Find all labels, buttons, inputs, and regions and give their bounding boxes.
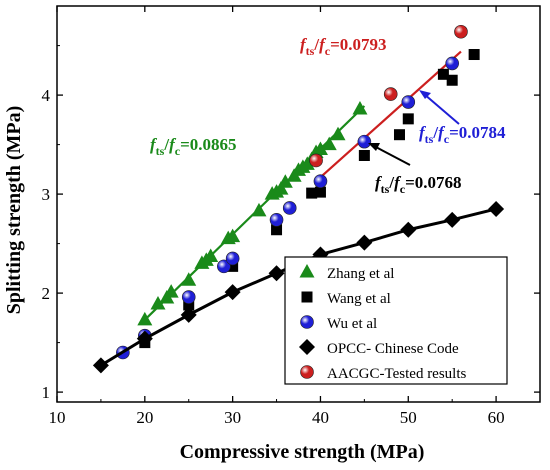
point-opcc-chinese-code-8 (444, 211, 461, 228)
y-axis-title: Splitting strength (MPa) (3, 106, 25, 315)
point-opcc-chinese-code-6 (356, 234, 373, 251)
legend-symbols (299, 264, 315, 379)
legend: Zhang et al Wang et al Wu et al OPCC- Ch… (284, 256, 508, 385)
point-wu-et-al-10 (445, 56, 459, 71)
point-opcc-chinese-code-7 (400, 221, 417, 238)
point-wu-et-al-2 (181, 290, 196, 304)
point-opcc-chinese-code-2 (180, 306, 197, 323)
point-wang-et-al-1 (183, 299, 195, 311)
point-wang-et-al-2 (227, 260, 239, 272)
y-tick-label-0: 1 (42, 383, 51, 402)
point-wang-et-al-9 (437, 68, 449, 80)
point-zhang-et-al-13 (273, 181, 289, 195)
legend-label-wu: Wu et al (327, 316, 377, 332)
point-wu-et-al-4 (225, 251, 240, 266)
point-wu-et-al-8 (357, 134, 372, 149)
point-wang-et-al-4 (306, 187, 318, 199)
fit-line-1 (315, 50, 462, 183)
x-tick-label-1: 20 (136, 408, 153, 427)
annotation-black-arrow (368, 143, 411, 166)
annotation-blue-arrow (419, 90, 460, 125)
point-zhang-et-al-1 (150, 295, 166, 310)
legend-label-wang: Wang et al (327, 291, 391, 307)
plot-frame (56, 5, 541, 403)
point-aacgc-tested-results-1 (383, 87, 398, 101)
point-wang-et-al-8 (402, 113, 414, 125)
point-opcc-chinese-code-3 (224, 284, 241, 301)
annotation-green-ratio: fts/fc=0.0865 (150, 135, 237, 158)
point-zhang-et-al-9 (225, 228, 241, 243)
point-opcc-chinese-code-4 (268, 265, 285, 282)
point-opcc-chinese-code-1 (136, 330, 153, 347)
legend-label-zhang: Zhang et al (327, 266, 394, 282)
x-tick-label-2: 30 (224, 408, 241, 427)
annotation-black-ratio: fts/fc=0.0768 (375, 173, 462, 196)
point-wu-et-al-3 (217, 259, 231, 274)
point-wang-et-al-7 (393, 129, 405, 141)
point-zhang-et-al-3 (163, 284, 179, 298)
x-tick-label-5: 60 (488, 408, 505, 427)
point-wang-et-al-3 (271, 224, 283, 236)
y-tick-label-3: 4 (42, 86, 51, 105)
legend-symbol-opcc-chinese-code (299, 339, 315, 355)
legend-symbol-wu-et-al (300, 315, 314, 329)
point-zhang-et-al-4 (181, 272, 197, 286)
annotation-red-ratio: fts/fc=0.0793 (300, 35, 387, 58)
legend-label-opcc: OPCC- Chinese Code (327, 341, 459, 357)
point-zhang-et-al-23 (330, 126, 346, 141)
point-wang-et-al-11 (468, 49, 480, 61)
point-wu-et-al-7 (313, 174, 328, 189)
point-zhang-et-al-24 (352, 100, 368, 115)
point-zhang-et-al-7 (203, 248, 219, 262)
legend-box (284, 256, 508, 385)
point-zhang-et-al-21 (312, 141, 328, 156)
legend-symbol-zhang-et-al (299, 264, 315, 278)
point-wu-et-al-9 (401, 95, 416, 109)
point-zhang-et-al-14 (277, 174, 293, 188)
legend-label-aacgc: AACGC-Tested results (327, 366, 467, 382)
x-tick-label-0: 10 (49, 408, 66, 427)
point-opcc-chinese-code-0 (92, 357, 109, 374)
x-tick-label-4: 50 (400, 408, 417, 427)
legend-symbol-aacgc-tested-results (300, 365, 314, 379)
point-zhang-et-al-10 (251, 202, 267, 217)
point-aacgc-tested-results-2 (454, 24, 468, 39)
point-wu-et-al-6 (282, 201, 297, 215)
x-axis-title: Compressive strength (MPa) (180, 441, 425, 463)
point-zhang-et-al-0 (137, 311, 153, 326)
legend-symbol-wang-et-al (301, 291, 313, 303)
y-tick-label-1: 2 (42, 284, 51, 303)
point-wang-et-al-10 (446, 74, 458, 86)
annotation-blue-ratio: fts/fc=0.0784 (419, 123, 506, 146)
axis-layer: 10 20 30 40 50 60 1 2 3 4 (42, 5, 541, 427)
point-wu-et-al-5 (269, 213, 284, 227)
x-tick-label-3: 40 (312, 408, 329, 427)
point-aacgc-tested-results-0 (309, 153, 323, 168)
point-wang-et-al-5 (314, 186, 326, 198)
y-tick-label-2: 3 (42, 185, 51, 204)
point-wang-et-al-6 (358, 149, 370, 161)
point-zhang-et-al-22 (321, 136, 337, 151)
point-opcc-chinese-code-9 (488, 200, 505, 217)
